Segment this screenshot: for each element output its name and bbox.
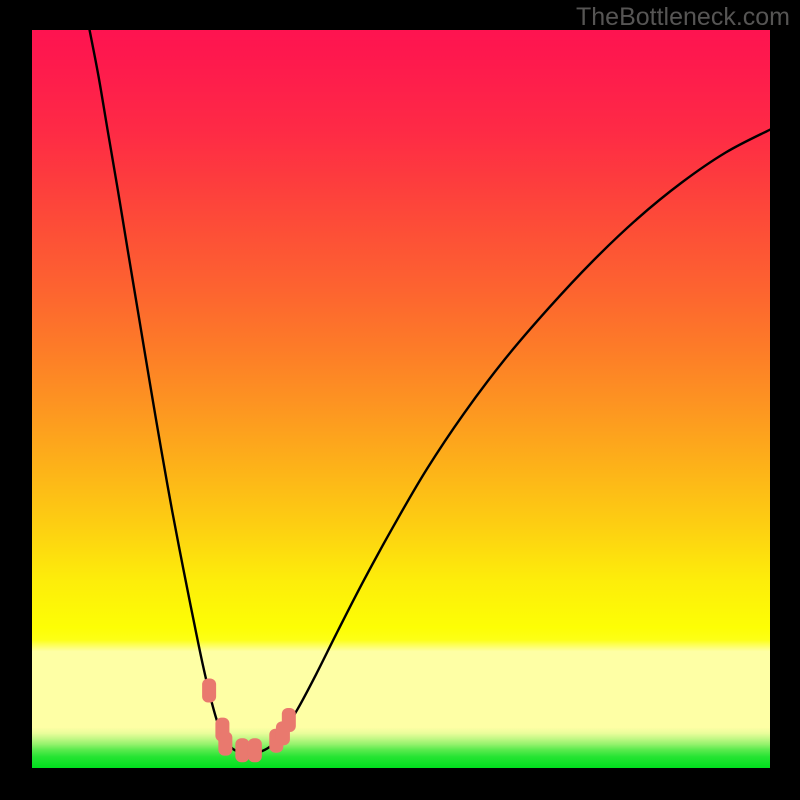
page-frame: TheBottleneck.com	[0, 0, 800, 800]
marker-point	[218, 732, 232, 756]
bottleneck-chart	[0, 0, 800, 800]
watermark-text: TheBottleneck.com	[576, 3, 790, 32]
marker-point	[282, 708, 296, 732]
marker-point	[248, 738, 262, 762]
marker-point	[202, 679, 216, 703]
marker-point	[235, 738, 249, 762]
plot-background	[32, 30, 770, 768]
